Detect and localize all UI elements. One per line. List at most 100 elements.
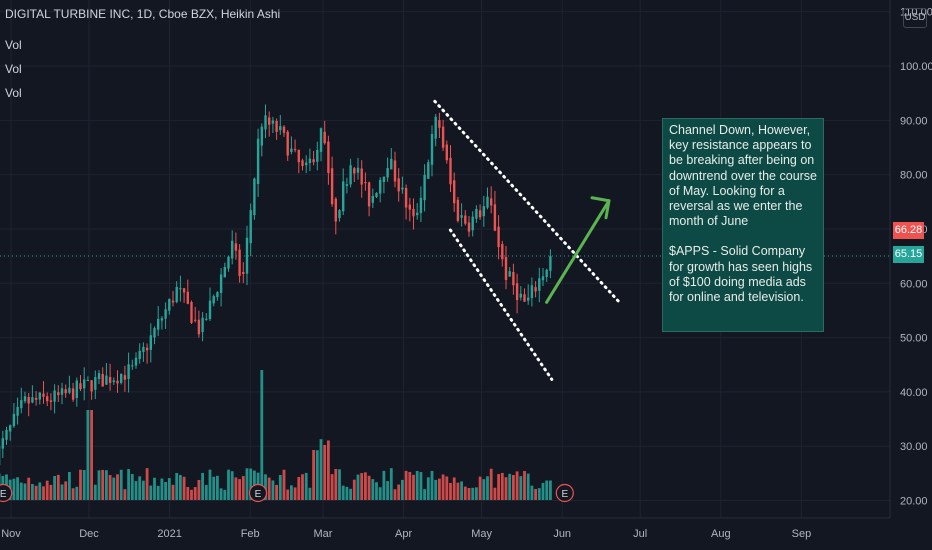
candle <box>493 204 497 231</box>
volume-bar <box>297 476 301 500</box>
candle <box>386 167 389 178</box>
candle <box>157 318 160 330</box>
candle <box>9 425 12 432</box>
candle <box>182 288 186 293</box>
candle <box>83 379 86 389</box>
volume-bar <box>212 476 216 500</box>
volume-bar <box>334 468 338 500</box>
volume-bar <box>16 477 19 500</box>
candle <box>393 160 397 182</box>
candle <box>312 159 315 163</box>
volume-bar <box>471 487 475 500</box>
candle <box>316 150 319 162</box>
candle <box>353 168 356 174</box>
volume-bar <box>90 410 93 500</box>
candle <box>242 271 245 274</box>
candle <box>227 256 230 269</box>
volume-bar <box>238 479 241 500</box>
volume-indicator-label[interactable]: Vol <box>5 62 22 76</box>
candle <box>223 266 226 278</box>
volume-bar <box>227 469 230 500</box>
volume-bar <box>367 475 371 500</box>
candle <box>231 240 234 259</box>
volume-bar <box>27 477 31 500</box>
volume-bar <box>34 485 38 500</box>
volume-bar <box>234 477 238 500</box>
volume-bar <box>249 468 253 500</box>
volume-bar <box>130 473 134 500</box>
volume-bar <box>449 483 452 500</box>
candle <box>301 160 304 167</box>
volume-bar <box>245 468 249 500</box>
candle <box>364 182 367 184</box>
candle <box>16 406 19 416</box>
volume-bar <box>160 478 164 500</box>
volume-bar <box>319 439 323 500</box>
candle <box>1 438 4 449</box>
volume-bar <box>493 487 497 500</box>
candle <box>545 269 548 277</box>
candle <box>219 274 223 293</box>
candle <box>171 300 175 303</box>
volume-bar <box>138 476 142 500</box>
candle <box>449 157 452 185</box>
grid-lines <box>0 0 890 518</box>
volume-bar <box>201 472 204 500</box>
volume-bar <box>460 481 463 500</box>
volume-bar <box>360 473 364 500</box>
arrow-shaft <box>545 199 611 304</box>
time-axis[interactable]: Nov Dec 2021 Feb Mar Apr May Jun Jul Aug Sep <box>0 517 890 540</box>
candle <box>38 392 41 400</box>
x-tick-label: Mar <box>314 528 333 540</box>
earnings-marker-icon[interactable] <box>248 483 268 503</box>
candle <box>12 413 16 427</box>
candle <box>253 178 256 216</box>
volume-bar <box>123 489 127 500</box>
candle <box>490 198 493 206</box>
volume-bar <box>282 469 286 500</box>
annotation-note[interactable]: Channel Down, However, key resistance ap… <box>662 118 824 332</box>
volume-bar <box>53 476 56 500</box>
volume-indicator-label[interactable]: Vol <box>5 38 22 52</box>
volume-bar <box>42 486 45 500</box>
volume-bar <box>86 410 90 500</box>
currency-button[interactable]: USD <box>903 8 927 28</box>
y-tick-label: 30.00 <box>900 441 928 453</box>
earnings-marker-icon[interactable] <box>555 483 574 503</box>
volume-indicator-label[interactable]: Vol <box>5 86 22 100</box>
volume-bar <box>271 480 275 500</box>
volume-bar <box>434 479 438 500</box>
volume-bar <box>389 468 393 500</box>
candle <box>179 288 182 290</box>
volume-bar <box>149 485 153 500</box>
volume-bar <box>393 489 397 500</box>
candle <box>530 285 534 299</box>
candle <box>345 184 349 186</box>
volume-bar <box>526 473 530 500</box>
candle <box>460 215 463 218</box>
candle <box>471 216 474 231</box>
volume-bar <box>197 479 201 500</box>
candle <box>116 380 119 384</box>
volume-bar <box>545 480 549 500</box>
volume-bar <box>382 470 386 500</box>
volume-bar <box>301 474 304 500</box>
candle <box>131 365 134 367</box>
candle <box>453 180 456 204</box>
y-tick-label: 20.00 <box>900 496 928 508</box>
candle <box>186 291 189 304</box>
note-paragraph: $APPS - Solid Company for growth has see… <box>669 244 813 305</box>
volume-bar <box>97 470 101 500</box>
candle <box>75 380 78 399</box>
candle <box>534 287 537 292</box>
candle <box>49 400 53 402</box>
candle <box>323 131 326 144</box>
volume-bar <box>193 487 197 500</box>
channel-line <box>433 99 621 304</box>
candle <box>175 286 178 303</box>
earnings-marker-icon[interactable] <box>0 483 13 503</box>
volume-bar <box>267 477 271 500</box>
volume-bar <box>404 470 408 500</box>
